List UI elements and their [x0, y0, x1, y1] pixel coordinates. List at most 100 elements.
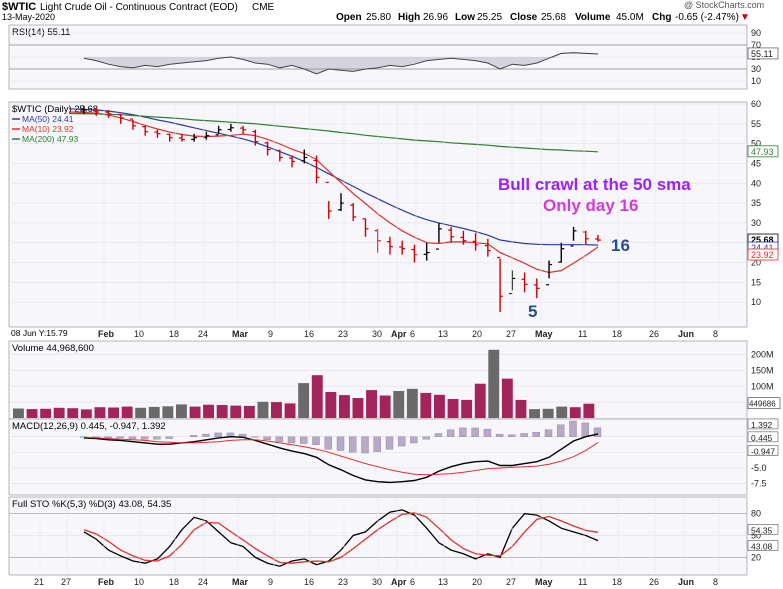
price-x-tick-label: 10: [134, 329, 144, 339]
macd-histogram-bar: [189, 435, 198, 437]
ma-legend-label: MA(10) 23.92: [22, 124, 74, 134]
bottom-x-tick-label: Mar: [232, 577, 249, 587]
rsi-below-50-shading: [84, 57, 598, 74]
volume-bar: [162, 406, 174, 418]
bottom-x-tick-label: Apr: [391, 577, 407, 587]
volume-bar: [53, 407, 65, 418]
volume-bar: [406, 388, 418, 418]
sto-last-value-box: [747, 540, 779, 551]
watermark: @ StockCharts.com: [684, 0, 764, 10]
sto-last-value: 43.08: [751, 542, 773, 552]
price-x-tick-label: Feb: [98, 329, 115, 339]
sto-label: Full STO %K(5,3) %D(3) 43.08, 54.35: [12, 499, 171, 510]
symbol-label: $WTIC: [2, 1, 36, 13]
annotation-only-day: Only day 16: [543, 196, 638, 215]
rsi-tick-label: 70: [751, 40, 761, 50]
ma-legend-label: MA(50) 24.41: [22, 114, 74, 124]
volume-bar: [80, 409, 92, 418]
high-label: High: [398, 12, 420, 23]
bottom-x-tick-label: 27: [506, 577, 516, 587]
price-x-tick-label: 9: [268, 329, 273, 339]
header-bg: [0, 0, 783, 22]
macd-histogram-bar: [153, 436, 161, 440]
rsi-tick-label: 90: [751, 28, 761, 38]
sto-last-value: 54.35: [751, 525, 773, 535]
bottom-x-tick-label: 9: [268, 577, 273, 587]
bottom-x-tick-label: Feb: [98, 577, 115, 587]
volume-bar: [488, 349, 500, 418]
volume-tick-label: 150M: [751, 365, 774, 375]
low-label: Low: [455, 12, 475, 23]
price-tick-label: 15: [751, 277, 761, 287]
rsi-tick-label: 10: [751, 76, 761, 86]
bottom-x-tick-label: Jun: [678, 577, 694, 587]
price-label: $WTIC (Daily) 25.68: [12, 104, 98, 115]
bottom-x-tick-label: 6: [410, 577, 415, 587]
price-last-value-box: [747, 248, 779, 261]
price-x-tick-label: 6: [410, 329, 415, 339]
volume-bar: [148, 406, 160, 418]
macd-histogram-bar: [324, 436, 332, 450]
macd-histogram-bar: [459, 427, 467, 437]
chg-down-arrow-icon: ▼: [740, 12, 750, 23]
bottom-x-tick-label: 10: [134, 577, 144, 587]
macd-histogram-bar: [104, 436, 112, 439]
macd-tick-label: -7.5: [751, 479, 767, 489]
bottom-x-tick-label: 11: [578, 577, 587, 587]
macd-histogram-bar: [532, 432, 540, 437]
volume-bar: [216, 405, 228, 418]
macd-histogram-bar: [128, 436, 137, 439]
volume-bar: [94, 407, 106, 418]
macd-histogram-bar: [471, 427, 479, 437]
macd-line-0: [83, 433, 599, 484]
macd-histogram-bar: [373, 436, 381, 452]
macd-histogram-bar: [91, 436, 100, 438]
ma-legend-label: MA(200) 47.93: [22, 134, 78, 144]
close-value: 25.68: [541, 12, 566, 23]
volume-bar: [569, 407, 581, 418]
volume-bar: [515, 399, 527, 418]
sto-tick-label: 20: [751, 552, 761, 562]
volume-bar: [121, 406, 133, 418]
price-last-value-box: [747, 145, 779, 158]
macd-histogram-bar: [495, 433, 504, 437]
volume-bar: [461, 399, 473, 418]
macd-last-value: 0.445: [751, 433, 773, 443]
price-last-value: 47.93: [751, 147, 774, 157]
bottom-x-tick-label: May: [535, 577, 553, 587]
volume-bar: [298, 383, 310, 418]
volume-bar: [339, 395, 350, 418]
volume-bar: [393, 391, 405, 418]
volume-bar: [474, 383, 486, 418]
macd-histogram-bar: [581, 422, 589, 437]
macd-histogram-bar: [275, 436, 283, 442]
macd-histogram-bar: [312, 436, 320, 446]
volume-last-value-box: [747, 397, 781, 410]
sto-tick-label: 50: [751, 531, 761, 541]
volume-bar: [108, 407, 119, 418]
bottom-x-tick-label: 24: [198, 577, 208, 587]
macd-histogram-bar: [251, 436, 259, 438]
annotation-low-count: 5: [528, 302, 537, 321]
volume-bar: [529, 409, 540, 418]
price-x-tick-label: Mar: [232, 329, 249, 339]
exchange-label: CME: [252, 2, 275, 13]
bottom-x-tick-label: 13: [438, 577, 448, 587]
volume-bar: [40, 408, 52, 418]
bottom-x-tick-label: 27: [61, 577, 71, 587]
annotation-day-count: 16: [611, 236, 630, 255]
volume-bar: [284, 403, 296, 418]
price-x-tick-label: 18: [169, 329, 179, 339]
price-tick-label: 10: [751, 297, 761, 307]
macd-histogram-bar: [544, 429, 553, 437]
macd-histogram-bar: [422, 436, 430, 440]
date-label: 13-May-2020: [2, 12, 55, 22]
price-x-tick-label: 11: [578, 329, 587, 339]
price-last-value: 23.92: [751, 250, 774, 260]
volume-bar: [230, 405, 242, 418]
chart-marks: 907050301055.11605550454035302520151047.…: [9, 28, 781, 587]
price-x-tick-label: Jun: [678, 329, 694, 339]
price-tick-label: 60: [751, 99, 761, 109]
price-x-tick-label: 30: [372, 329, 382, 339]
